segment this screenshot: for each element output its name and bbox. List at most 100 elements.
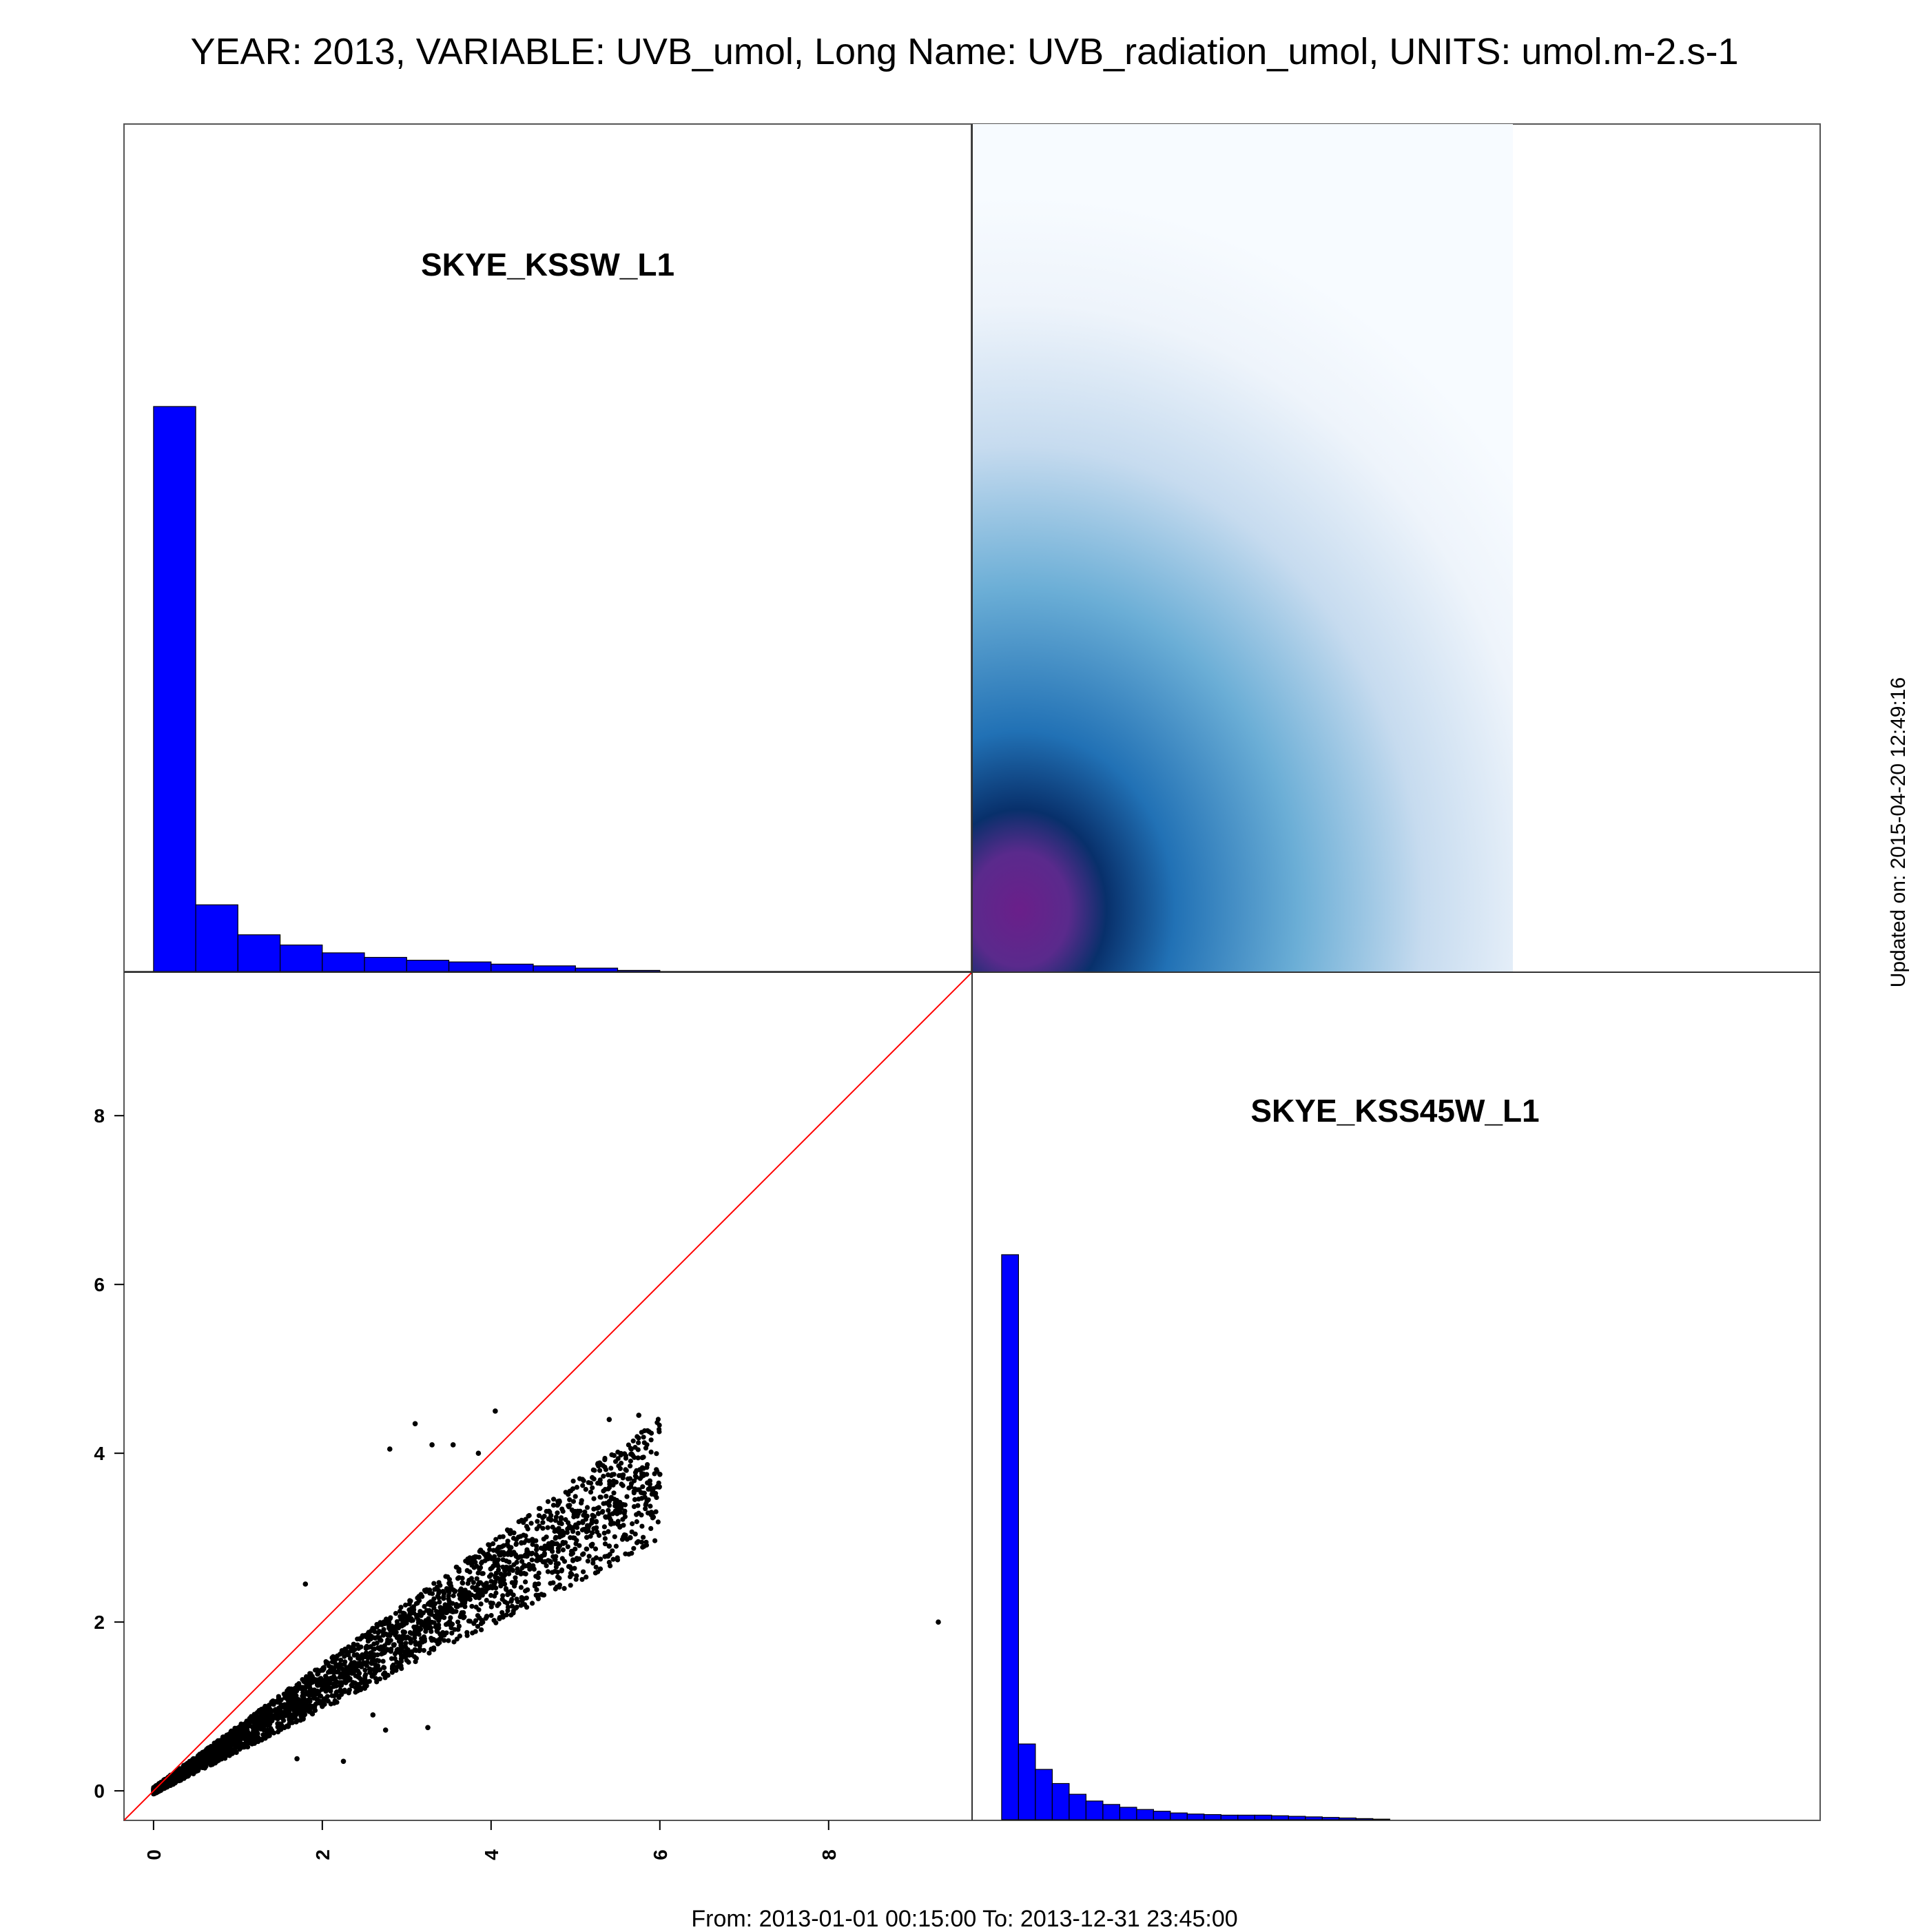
scatter-point [238, 1736, 243, 1742]
scatter-point [369, 1634, 374, 1639]
scatter-point [442, 1638, 447, 1643]
scatter-point [315, 1689, 320, 1694]
scatter-point [540, 1515, 546, 1521]
scatter-point [375, 1645, 381, 1651]
scatter-point [604, 1494, 609, 1499]
scatter-point [455, 1619, 461, 1625]
histogram-bar [1237, 1814, 1255, 1820]
scatter-point [282, 1705, 288, 1710]
scatter-point [331, 1674, 337, 1679]
scatter-point [398, 1646, 404, 1652]
scatter-point [455, 1603, 460, 1608]
scatter-point [500, 1577, 506, 1583]
scatter-point [557, 1534, 562, 1540]
scatter-point [615, 1456, 621, 1461]
scatter-point [632, 1497, 638, 1502]
scatter-point [479, 1627, 484, 1632]
scatter-point [191, 1763, 196, 1768]
scatter-point [312, 1705, 318, 1710]
scatter-point [535, 1519, 540, 1524]
scatter-point [602, 1455, 608, 1461]
scatter-point [590, 1485, 595, 1490]
scatter-point [389, 1623, 395, 1629]
scatter-point [555, 1510, 560, 1516]
scatter-point [203, 1764, 209, 1769]
scatter-point [540, 1525, 546, 1531]
x-tick-label: 2 [312, 1849, 333, 1860]
scatter-point [560, 1508, 566, 1514]
scatter-point [555, 1499, 561, 1504]
scatter-point [546, 1558, 551, 1563]
scatter-point [591, 1525, 597, 1532]
scatter-point [219, 1736, 225, 1743]
scatter-point [436, 1590, 442, 1596]
scatter-point [223, 1752, 228, 1758]
scatter-point [281, 1718, 287, 1723]
scatter-point [325, 1698, 331, 1704]
scatter-point [597, 1494, 603, 1500]
scatter-point [469, 1559, 475, 1565]
scatter-point [229, 1728, 234, 1734]
scatter-point [567, 1497, 572, 1503]
scatter-point [325, 1681, 331, 1686]
scatter-point [466, 1577, 472, 1583]
histogram-bar [1220, 1814, 1239, 1820]
scatter-point [523, 1588, 528, 1594]
density-heatmap [973, 124, 1513, 972]
scatter-point [269, 1699, 275, 1705]
scatter-point [584, 1505, 590, 1510]
scatter-point [380, 1630, 386, 1635]
scatter-point [431, 1620, 437, 1625]
scatter-point [431, 1645, 437, 1651]
scatter-point [446, 1605, 451, 1610]
scatter-point [307, 1690, 313, 1696]
scatter-point [534, 1543, 539, 1549]
scatter-point [617, 1510, 623, 1515]
scatter-point [423, 1625, 429, 1631]
scatter-point [333, 1683, 339, 1689]
scatter-point [518, 1603, 524, 1608]
scatter-point [628, 1463, 633, 1469]
scatter-point [655, 1519, 661, 1525]
scatter-point [398, 1616, 404, 1622]
scatter-point [490, 1601, 495, 1606]
scatter-point [256, 1735, 261, 1740]
scatter-point [400, 1654, 405, 1661]
scatter-point [386, 1617, 391, 1623]
scatter-point [260, 1732, 266, 1738]
scatter-point [590, 1474, 595, 1480]
scatter-point [640, 1484, 646, 1490]
scatter-point [622, 1508, 628, 1514]
scatter-point [251, 1712, 257, 1717]
scatter-point [320, 1703, 325, 1709]
scatter-point [263, 1713, 269, 1718]
scatter-point [559, 1528, 566, 1534]
scatter-point [301, 1698, 307, 1703]
scatter-point [362, 1684, 367, 1689]
scatter-point [247, 1740, 252, 1745]
scatter-point [583, 1517, 589, 1522]
scatter-point [433, 1624, 438, 1630]
scatter-point [601, 1530, 607, 1536]
scatter-point [487, 1547, 493, 1552]
scatter-point [192, 1767, 198, 1773]
scatter-point [398, 1622, 404, 1627]
scatter-point [411, 1610, 417, 1616]
scatter-point [640, 1490, 646, 1496]
scatter-point [648, 1437, 654, 1443]
scatter-point [563, 1490, 568, 1495]
scatter-point [429, 1629, 434, 1634]
scatter-point [460, 1580, 465, 1585]
scatter-point [545, 1569, 551, 1574]
scatter-point [553, 1564, 559, 1570]
scatter-point [469, 1563, 475, 1568]
scatter-point [456, 1623, 462, 1629]
scatter-point [469, 1603, 475, 1609]
scatter-point [417, 1643, 422, 1648]
scatter-point [637, 1487, 642, 1492]
scatter-point [338, 1689, 344, 1694]
scatter-point [278, 1721, 284, 1727]
scatter-point [631, 1504, 637, 1510]
scatter-point [502, 1568, 508, 1574]
